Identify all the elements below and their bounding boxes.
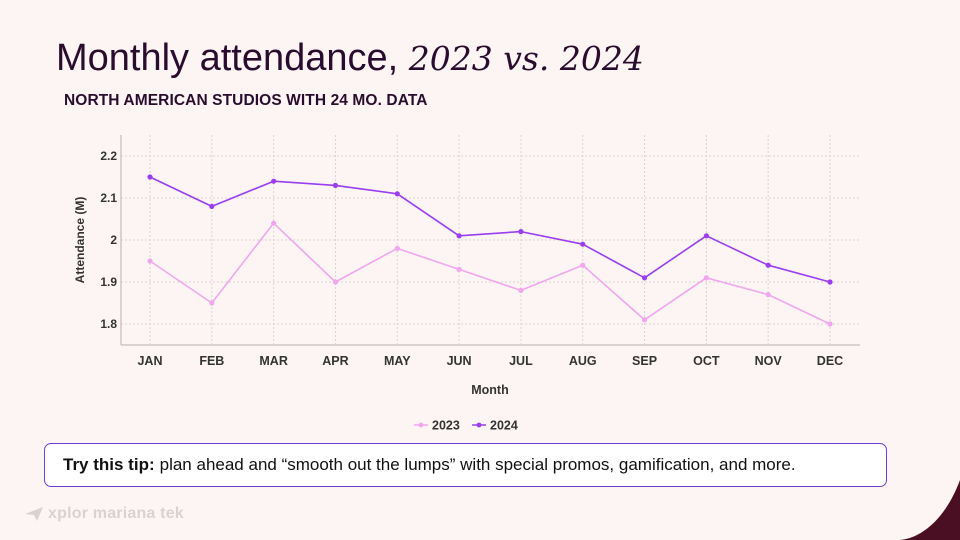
tip-label: Try this tip:: [63, 455, 155, 474]
x-tick-label: NOV: [755, 354, 783, 368]
x-tick-label: DEC: [817, 354, 843, 368]
data-point-2024: [518, 229, 524, 235]
x-tick-label: MAY: [384, 354, 411, 368]
data-point-2024: [641, 275, 648, 281]
data-point-2024: [456, 233, 462, 239]
y-tick-label: 2: [110, 233, 117, 247]
data-point-2024: [827, 279, 833, 285]
data-point-2024: [394, 191, 400, 197]
data-point-2023: [641, 317, 648, 323]
data-point-2024: [765, 262, 771, 268]
legend-label-2023: 2023: [432, 419, 460, 433]
xplor-mariana-tek-logo: xplor mariana tek: [24, 505, 184, 523]
legend-marker-2023: [418, 422, 424, 428]
tip-text: plan ahead and “smooth out the lumps” wi…: [159, 455, 796, 474]
legend-marker-2024: [476, 422, 482, 428]
plane-icon: [25, 507, 43, 521]
data-point-2023: [147, 258, 153, 264]
y-tick-label: 2.2: [100, 149, 117, 163]
chart-series: [147, 174, 833, 327]
x-tick-label: AUG: [569, 354, 597, 368]
x-tick-label: JUN: [447, 354, 472, 368]
data-point-2023: [580, 262, 586, 268]
data-point-2023: [827, 321, 833, 327]
x-tick-label: OCT: [693, 354, 720, 368]
chart-legend: 2023 2024: [414, 419, 518, 433]
x-tick-label: SEP: [632, 354, 657, 368]
data-point-2024: [147, 174, 153, 180]
data-point-2023: [209, 300, 215, 306]
data-point-2023: [703, 275, 709, 281]
tip-callout: Try this tip: plan ahead and “smooth out…: [44, 443, 887, 487]
data-point-2024: [209, 203, 215, 209]
chart-axes: [120, 135, 860, 346]
x-tick-label: MAR: [259, 354, 287, 368]
x-tick-label: APR: [322, 354, 348, 368]
x-tick-label: JAN: [137, 354, 162, 368]
attendance-line-chart: 1.8 1.9 2 2.1 2.2 JAN FEB MAR APR MAY JUN JUL AUG SEP…: [73, 135, 860, 433]
y-tick-label: 1.9: [100, 275, 117, 289]
series-line-2023: [149, 222, 831, 325]
x-tick-label: FEB: [199, 354, 224, 368]
chart-grid: [121, 135, 860, 345]
data-point-2023: [518, 287, 524, 293]
y-tick-label: 2.1: [100, 191, 117, 205]
data-point-2023: [332, 279, 339, 285]
legend-label-2024: 2024: [490, 419, 518, 433]
corner-decoration: [900, 480, 960, 540]
title-italic: 2023 vs. 2024: [408, 39, 644, 78]
data-point-2024: [703, 233, 709, 239]
data-point-2023: [394, 245, 400, 251]
data-point-2024: [580, 241, 586, 247]
y-axis-title: Attendance (M): [73, 197, 87, 284]
data-point-2023: [765, 292, 771, 298]
chart-labels: 1.8 1.9 2 2.1 2.2 JAN FEB MAR APR MAY JUN JUL AUG SEP…: [73, 149, 843, 397]
data-point-2023: [456, 266, 462, 272]
data-point-2023: [271, 220, 277, 226]
logo-text: xplor mariana tek: [48, 505, 184, 522]
slide-subtitle: NORTH AMERICAN STUDIOS WITH 24 MO. DATA: [64, 92, 428, 109]
series-line-2024: [149, 176, 831, 283]
data-point-2024: [271, 178, 277, 184]
x-axis-title: Month: [471, 383, 508, 397]
slide-title: Monthly attendance, 2023 vs. 2024: [56, 37, 644, 80]
title-main: Monthly attendance,: [56, 37, 399, 79]
data-point-2024: [332, 182, 339, 188]
y-tick-label: 1.8: [100, 317, 117, 331]
x-tick-label: JUL: [509, 354, 533, 368]
